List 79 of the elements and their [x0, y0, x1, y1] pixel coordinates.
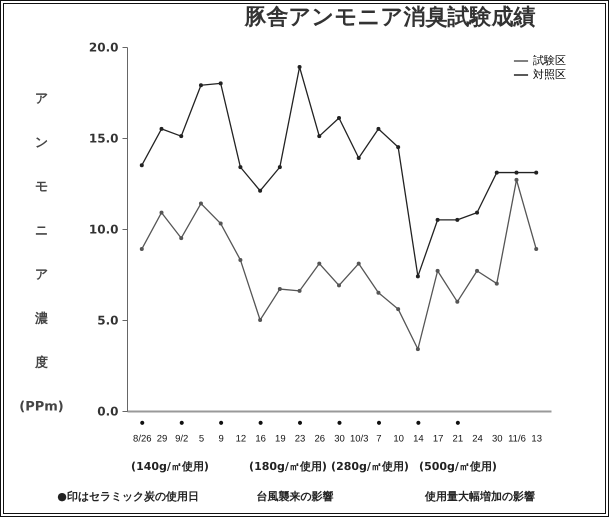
y-tick-label: 15.0 [88, 132, 118, 146]
text: ●印はセラミック炭の使用日 [57, 490, 199, 503]
point [140, 247, 144, 252]
point [298, 288, 302, 293]
point [376, 126, 380, 131]
point [534, 247, 538, 252]
x-tick-label: ● 8/26 [133, 418, 152, 444]
x-tick-label: 12 [236, 434, 246, 444]
point [534, 170, 538, 175]
text: (140g/㎡使用) [131, 460, 209, 473]
x-tick-label: 24 [472, 434, 483, 444]
point [218, 81, 223, 86]
point [278, 165, 282, 170]
point [455, 300, 460, 304]
chart-title: 豚舎アンモニア消臭試験成績 [244, 5, 536, 30]
point [436, 218, 440, 222]
point [160, 126, 164, 131]
point [455, 218, 460, 222]
x-tick-label: 5 [198, 434, 204, 444]
point [337, 116, 341, 120]
point [317, 134, 322, 138]
text: 使用量大幅増加の影響 [424, 490, 535, 503]
point [494, 282, 499, 286]
x-tick-label: ● 14 [413, 418, 424, 444]
point [317, 262, 322, 266]
point [416, 347, 420, 352]
y-tick-label: 0.0 [97, 404, 118, 418]
point [396, 145, 400, 150]
point [475, 268, 480, 273]
point [198, 83, 203, 88]
x-tick-label: ● 23 [294, 418, 306, 444]
x-tick-label: 17 [432, 434, 444, 444]
point [475, 210, 480, 215]
point [278, 287, 282, 292]
x-tick-label: 13 [531, 434, 542, 444]
point [140, 163, 144, 168]
legend-label: 試験区 [533, 54, 566, 67]
text: (180g/㎡使用) [249, 460, 327, 473]
point [258, 188, 262, 193]
point [494, 170, 499, 175]
point [436, 268, 440, 273]
legend-label: 対照区 [533, 68, 566, 81]
y-tick-label: 10.0 [88, 222, 118, 236]
point [298, 65, 302, 70]
point [356, 156, 361, 160]
x-tick-label: 30 [492, 434, 503, 444]
x-tick-label: 11/6 [508, 434, 526, 444]
x-tick-label: 10/3 [350, 434, 368, 444]
x-tick-label: ● 7 [376, 418, 382, 444]
point [356, 262, 361, 266]
x-tick-label: ● 16 [255, 418, 266, 444]
x-tick-label: 19 [275, 434, 286, 444]
point [218, 222, 223, 226]
text: アンモニア濃度(PPm) [19, 92, 64, 414]
point [160, 210, 164, 215]
point [179, 134, 184, 138]
x-tick-label: ● 30 [334, 418, 345, 444]
x-tick-label: 26 [314, 434, 326, 444]
point [198, 202, 203, 206]
point [337, 283, 341, 288]
point [376, 290, 380, 295]
y-tick-label: 20.0 [88, 40, 118, 54]
text: (280g/㎡使用) [331, 460, 409, 473]
point [258, 318, 262, 322]
point [416, 274, 420, 278]
x-tick-label: 10 [393, 434, 404, 444]
text: (500g/㎡使用) [419, 460, 497, 473]
x-tick-label: ● 9/2 [175, 418, 188, 444]
x-tick-label: ● 9 [218, 418, 224, 444]
point [238, 165, 242, 170]
text: 台風襲来の影響 [256, 490, 334, 503]
point [179, 236, 184, 240]
point [238, 258, 242, 262]
x-tick-label: 29 [156, 434, 168, 444]
point [396, 307, 400, 312]
x-tick-label: ● 21 [452, 418, 464, 444]
point [514, 170, 518, 175]
point [514, 178, 518, 182]
y-tick-label: 5.0 [97, 314, 118, 328]
